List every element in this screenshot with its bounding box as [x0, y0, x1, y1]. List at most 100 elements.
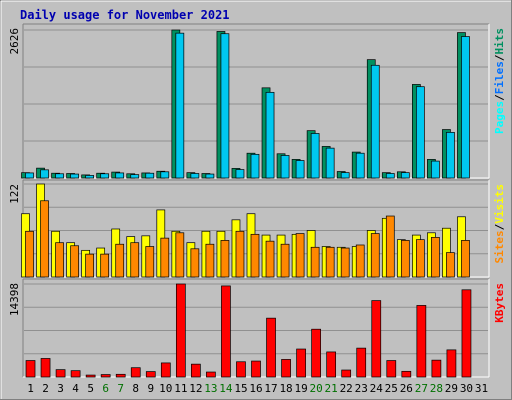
bar-hits-files: [416, 86, 425, 179]
legend-entry: /: [493, 54, 506, 61]
bar-hits-files: [220, 33, 230, 179]
bar-visits-sites: [250, 233, 260, 278]
bar-kbytes-kbytes: [191, 363, 201, 378]
x-tick-label: 31: [475, 382, 488, 395]
bar-visits-sites: [340, 247, 350, 278]
x-tick-label: 26: [400, 382, 413, 395]
bar-hits-files: [370, 64, 380, 179]
panel-visits-legend: Sites/Visits: [493, 184, 506, 264]
bar-kbytes-kbytes: [236, 361, 246, 378]
bar-kbytes-kbytes: [446, 349, 457, 378]
bar-visits-sites: [355, 244, 365, 278]
bar-kbytes-kbytes: [70, 370, 81, 378]
bar-visits-sites: [190, 248, 200, 278]
bar-hits-files: [400, 172, 410, 179]
bar-hits-files: [85, 175, 94, 179]
x-tick-label: 27: [415, 382, 428, 395]
bar-hits-files: [55, 173, 64, 179]
bar-kbytes-kbytes: [416, 305, 427, 378]
panel-hits-max-label: 2626: [8, 28, 21, 55]
bar-visits-sites: [160, 237, 170, 278]
bar-visits-sites: [175, 232, 185, 278]
bar-kbytes-kbytes: [40, 358, 51, 378]
bar-hits-files: [280, 155, 290, 179]
bar-visits-sites: [431, 237, 440, 278]
x-tick-label: 28: [430, 382, 443, 395]
x-tick-label: 8: [132, 382, 139, 395]
bar-kbytes-kbytes: [356, 347, 367, 378]
x-tick-label: 7: [117, 382, 124, 395]
bar-visits-sites: [130, 242, 140, 278]
bar-visits-sites: [235, 230, 245, 278]
bar-hits-files: [130, 174, 140, 179]
bar-hits-files: [190, 173, 200, 179]
bar-hits-files: [145, 172, 155, 179]
x-tick-label: 9: [147, 382, 154, 395]
bar-kbytes-kbytes: [341, 369, 352, 378]
legend-entry: Files: [493, 61, 506, 94]
legend-entry: /: [493, 94, 506, 101]
legend-entry: Pages: [493, 101, 506, 134]
x-tick-label: 20: [310, 382, 323, 395]
panel-hits-background: [23, 24, 489, 178]
bar-hits-files: [40, 169, 49, 179]
legend-entry: KBytes: [493, 283, 506, 323]
chart-title: Daily usage for November 2021: [20, 8, 230, 22]
bar-kbytes-kbytes: [100, 374, 111, 378]
bar-hits-files: [461, 36, 470, 179]
x-tick-label: 6: [102, 382, 109, 395]
x-tick-label: 15: [234, 382, 247, 395]
x-tick-label: 25: [385, 382, 398, 395]
x-tick-label: 17: [264, 382, 277, 395]
bar-kbytes-kbytes: [175, 283, 186, 378]
bar-kbytes-kbytes: [311, 328, 321, 378]
bar-hits-files: [175, 32, 185, 179]
bar-kbytes-kbytes: [296, 348, 306, 378]
bar-visits-sites: [205, 243, 215, 278]
bar-visits-sites: [220, 240, 230, 278]
bar-hits-files: [100, 173, 110, 179]
x-tick-label: 1: [27, 382, 34, 395]
bar-kbytes-kbytes: [221, 285, 231, 378]
x-tick-label: 10: [159, 382, 172, 395]
bar-kbytes-kbytes: [431, 359, 442, 378]
panel-visits: 122 Sites/Visits: [8, 179, 506, 278]
x-tick-label: 21: [325, 382, 338, 395]
bar-kbytes-kbytes: [145, 371, 156, 378]
bar-hits-files: [385, 173, 395, 179]
bar-kbytes-kbytes: [115, 373, 126, 378]
legend-entry: Visits: [493, 184, 506, 224]
bar-visits-sites: [385, 215, 395, 278]
x-tick-label: 2: [42, 382, 49, 395]
legend-entry: /: [493, 223, 506, 230]
bar-kbytes-kbytes: [251, 360, 261, 378]
bar-visits-sites: [25, 230, 34, 278]
bar-hits-files: [205, 173, 215, 179]
bar-visits-sites: [115, 243, 125, 278]
bar-hits-files: [265, 91, 275, 179]
bar-visits-sites: [265, 240, 275, 278]
bar-visits-sites: [370, 233, 380, 278]
panel-kbytes-background: [23, 279, 489, 377]
bar-kbytes-kbytes: [326, 351, 337, 378]
bar-kbytes-kbytes: [85, 374, 96, 378]
bar-visits-sites: [85, 253, 94, 278]
bar-visits-sites: [100, 253, 110, 278]
bar-visits-sites: [310, 246, 320, 278]
bar-kbytes-kbytes: [461, 289, 472, 378]
x-tick-label: 30: [460, 382, 473, 395]
bar-kbytes-kbytes: [206, 371, 216, 378]
bar-hits-files: [431, 160, 440, 179]
bar-kbytes-kbytes: [160, 362, 171, 378]
x-tick-label: 12: [189, 382, 202, 395]
bar-kbytes-kbytes: [55, 369, 66, 378]
x-tick-label: 18: [279, 382, 292, 395]
bar-hits-files: [325, 147, 335, 179]
x-tick-label: 5: [87, 382, 94, 395]
bar-visits-sites: [400, 240, 410, 278]
x-tick-label: 19: [294, 382, 307, 395]
x-tick-label: 29: [445, 382, 458, 395]
